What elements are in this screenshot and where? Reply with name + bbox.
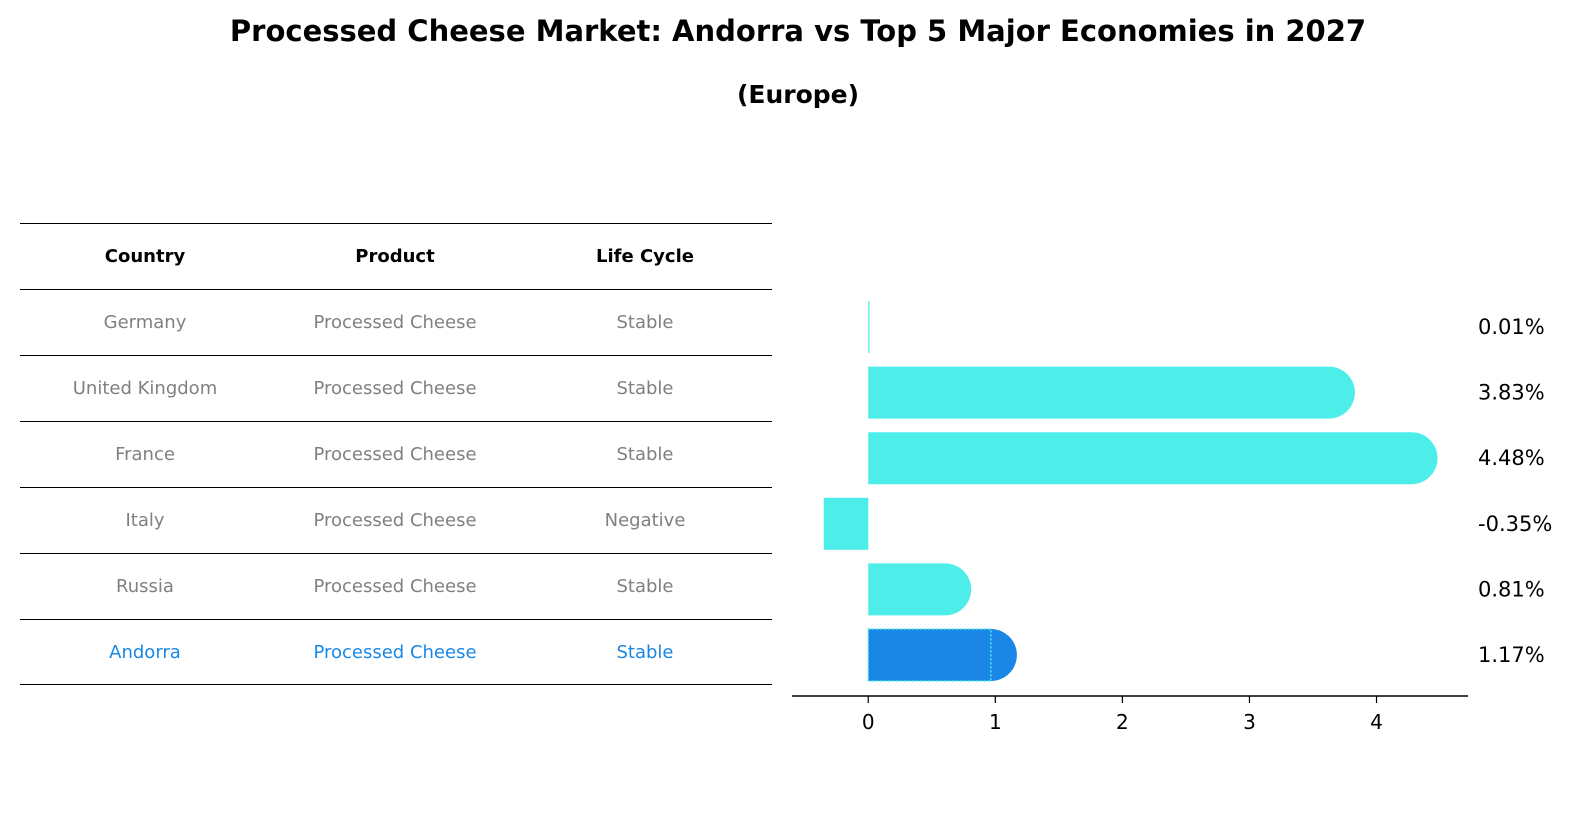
bar-united-kingdom xyxy=(868,366,1355,419)
cell-life-cycle: Stable xyxy=(616,576,674,597)
table-row: United Kingdom Processed Cheese Stable xyxy=(20,355,772,421)
cell-product: Processed Cheese xyxy=(313,510,477,531)
value-label-russia: 0.81% xyxy=(1478,577,1545,601)
cell-life-cycle: Stable xyxy=(616,641,674,663)
cell-product: Processed Cheese xyxy=(313,444,477,465)
x-tick-label: 2 xyxy=(1116,710,1129,734)
cell-country: Germany xyxy=(103,312,187,333)
cell-life-cycle: Stable xyxy=(616,444,674,465)
cell-product: Processed Cheese xyxy=(313,312,477,333)
cell-life-cycle: Stable xyxy=(616,312,674,333)
cell-product: Processed Cheese xyxy=(313,576,477,597)
table-row: Russia Processed Cheese Stable xyxy=(20,553,772,619)
value-label-germany: 0.01% xyxy=(1478,315,1545,339)
bar-andorra xyxy=(868,629,1017,681)
header-country: Country xyxy=(104,246,186,267)
header-product: Product xyxy=(355,246,435,267)
country-table: Country Product Life Cycle Germany Proce… xyxy=(20,223,772,685)
bar-russia xyxy=(868,563,972,616)
table-row-highlight: Andorra Processed Cheese Stable xyxy=(20,619,772,685)
chart-subtitle: (Europe) xyxy=(736,80,860,109)
table-row: Italy Processed Cheese Negative xyxy=(20,487,772,553)
cell-country: Italy xyxy=(125,510,165,531)
x-tick-label: 1 xyxy=(989,710,1002,734)
x-tick-label: 4 xyxy=(1370,710,1383,734)
bar-france xyxy=(868,432,1438,485)
cell-life-cycle: Negative xyxy=(604,510,686,531)
chart-title: Processed Cheese Market: Andorra vs Top … xyxy=(229,14,1367,48)
cell-country: France xyxy=(115,444,175,465)
cell-country: United Kingdom xyxy=(72,378,218,399)
cell-product: Processed Cheese xyxy=(313,641,477,663)
cell-product: Processed Cheese xyxy=(313,378,477,399)
x-tick-label: 0 xyxy=(862,710,875,734)
value-label-france: 4.48% xyxy=(1478,446,1545,470)
bar-italy xyxy=(823,497,869,550)
table-row: France Processed Cheese Stable xyxy=(20,421,772,487)
x-tick-label: 3 xyxy=(1243,710,1256,734)
bar-germany xyxy=(868,301,870,353)
cell-country: Andorra xyxy=(109,641,181,663)
table-row: Germany Processed Cheese Stable xyxy=(20,289,772,355)
value-label-italy: -0.35% xyxy=(1478,512,1552,536)
cell-country: Russia xyxy=(116,576,174,597)
bar-highlight-outline xyxy=(867,628,992,682)
value-label-united-kingdom: 3.83% xyxy=(1478,381,1545,405)
value-label-andorra: 1.17% xyxy=(1478,643,1545,667)
cell-life-cycle: Stable xyxy=(616,378,674,399)
table-header-row: Country Product Life Cycle xyxy=(20,223,772,289)
header-life-cycle: Life Cycle xyxy=(596,246,694,267)
